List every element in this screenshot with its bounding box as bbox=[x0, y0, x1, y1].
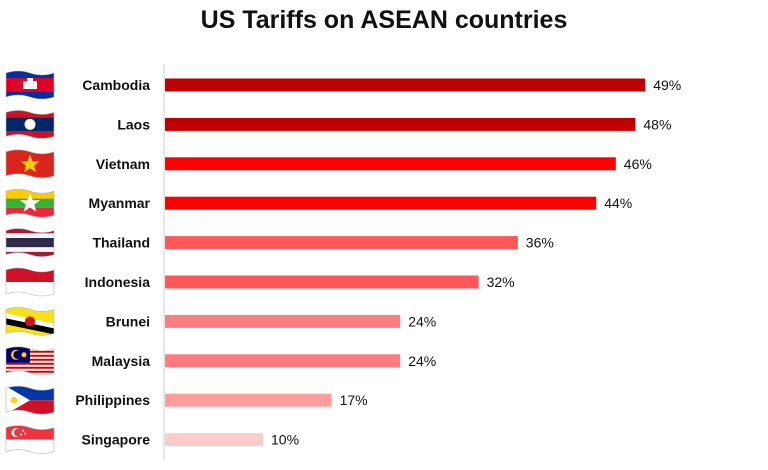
data-label: 48% bbox=[643, 116, 671, 132]
category-label: Cambodia bbox=[82, 77, 150, 93]
data-label: 44% bbox=[604, 195, 632, 211]
category-label: Malaysia bbox=[92, 353, 151, 369]
category-label: Vietnam bbox=[96, 156, 150, 172]
vietnam-flag-icon bbox=[5, 149, 55, 179]
data-label: 10% bbox=[271, 432, 299, 448]
bar bbox=[165, 117, 636, 131]
philippines-flag-icon bbox=[5, 385, 55, 415]
bar bbox=[165, 393, 332, 407]
category-label: Philippines bbox=[75, 392, 150, 408]
category-label: Laos bbox=[117, 116, 150, 132]
data-label: 24% bbox=[408, 353, 436, 369]
indonesia-flag-icon bbox=[5, 267, 55, 297]
data-label: 49% bbox=[653, 77, 681, 93]
category-label: Singapore bbox=[82, 432, 151, 448]
category-label: Indonesia bbox=[85, 274, 151, 290]
laos-flag-icon bbox=[5, 110, 55, 139]
chart-title: US Tariffs on ASEAN countries bbox=[200, 6, 568, 34]
data-label: 17% bbox=[340, 392, 368, 408]
thailand-flag-icon bbox=[5, 228, 55, 257]
data-label: 32% bbox=[487, 274, 515, 290]
data-label: 46% bbox=[624, 156, 652, 172]
bar bbox=[165, 314, 401, 328]
category-label: Myanmar bbox=[89, 195, 151, 211]
bar bbox=[165, 157, 616, 171]
bar bbox=[165, 196, 597, 210]
bar bbox=[165, 275, 479, 289]
brunei-flag-icon bbox=[5, 307, 55, 336]
bar bbox=[165, 78, 646, 92]
singapore-flag-icon bbox=[5, 425, 55, 454]
data-label: 36% bbox=[526, 235, 554, 251]
category-label: Thailand bbox=[92, 235, 150, 251]
bar bbox=[165, 354, 401, 368]
data-label: 24% bbox=[408, 313, 436, 329]
bar bbox=[165, 433, 263, 447]
malaysia-flag-icon bbox=[5, 346, 55, 376]
cambodia-flag-icon bbox=[5, 70, 55, 100]
category-label: Brunei bbox=[106, 313, 150, 329]
myanmar-flag-icon bbox=[5, 188, 55, 218]
bar bbox=[165, 236, 518, 250]
